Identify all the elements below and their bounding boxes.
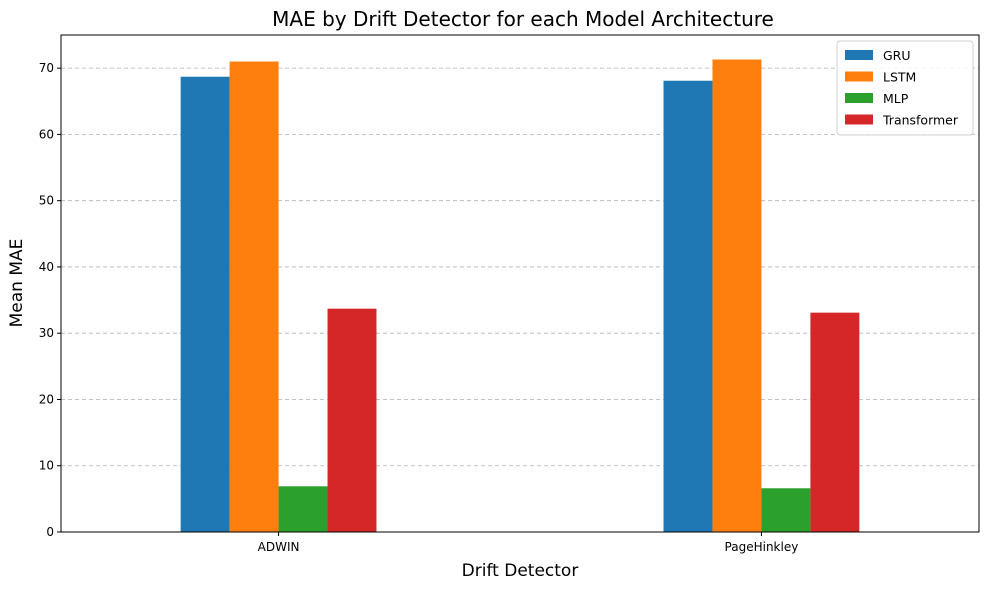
y-tick-label: 10 bbox=[39, 459, 54, 473]
bar-gru-adwin bbox=[180, 76, 230, 533]
legend-swatch bbox=[845, 93, 873, 103]
bar-transformer-pagehinkley bbox=[810, 312, 860, 532]
bar-lstm-pagehinkley bbox=[712, 59, 762, 532]
y-tick-label: 20 bbox=[39, 392, 54, 406]
legend-swatch bbox=[845, 114, 873, 125]
chart-title: MAE by Drift Detector for each Model Arc… bbox=[272, 7, 774, 31]
bar-mlp-adwin bbox=[278, 486, 328, 532]
y-tick-label: 0 bbox=[46, 525, 54, 539]
legend: GRU LSTM MLP Transformer bbox=[836, 40, 974, 136]
x-tick-label: ADWIN bbox=[258, 540, 300, 554]
legend-label: GRU bbox=[883, 48, 911, 63]
y-axis-title: Mean MAE bbox=[7, 239, 27, 328]
bar-lstm-adwin bbox=[229, 61, 279, 533]
y-tick-label: 50 bbox=[39, 194, 54, 208]
x-axis-title: Drift Detector bbox=[462, 561, 579, 581]
legend-swatch bbox=[845, 50, 873, 60]
legend-box bbox=[836, 40, 974, 136]
plot-frame bbox=[60, 34, 980, 533]
y-tick-label: 70 bbox=[39, 61, 54, 75]
bar-mlp-pagehinkley bbox=[761, 488, 811, 532]
legend-swatch bbox=[845, 71, 873, 82]
legend-label: LSTM bbox=[883, 70, 916, 85]
bar-transformer-adwin bbox=[327, 308, 377, 532]
bar-gru-pagehinkley bbox=[663, 80, 713, 532]
legend-label: Transformer bbox=[882, 113, 959, 128]
y-tick-label: 60 bbox=[39, 127, 54, 141]
bars bbox=[180, 59, 860, 533]
y-tick-label: 30 bbox=[39, 326, 54, 340]
legend-label: MLP bbox=[883, 91, 909, 106]
y-tick-label: 40 bbox=[39, 260, 54, 274]
axis-ticks: 0 10 20 30 40 50 60 70 ADWIN PageHinkley bbox=[39, 61, 799, 554]
x-tick-label: PageHinkley bbox=[725, 540, 799, 554]
